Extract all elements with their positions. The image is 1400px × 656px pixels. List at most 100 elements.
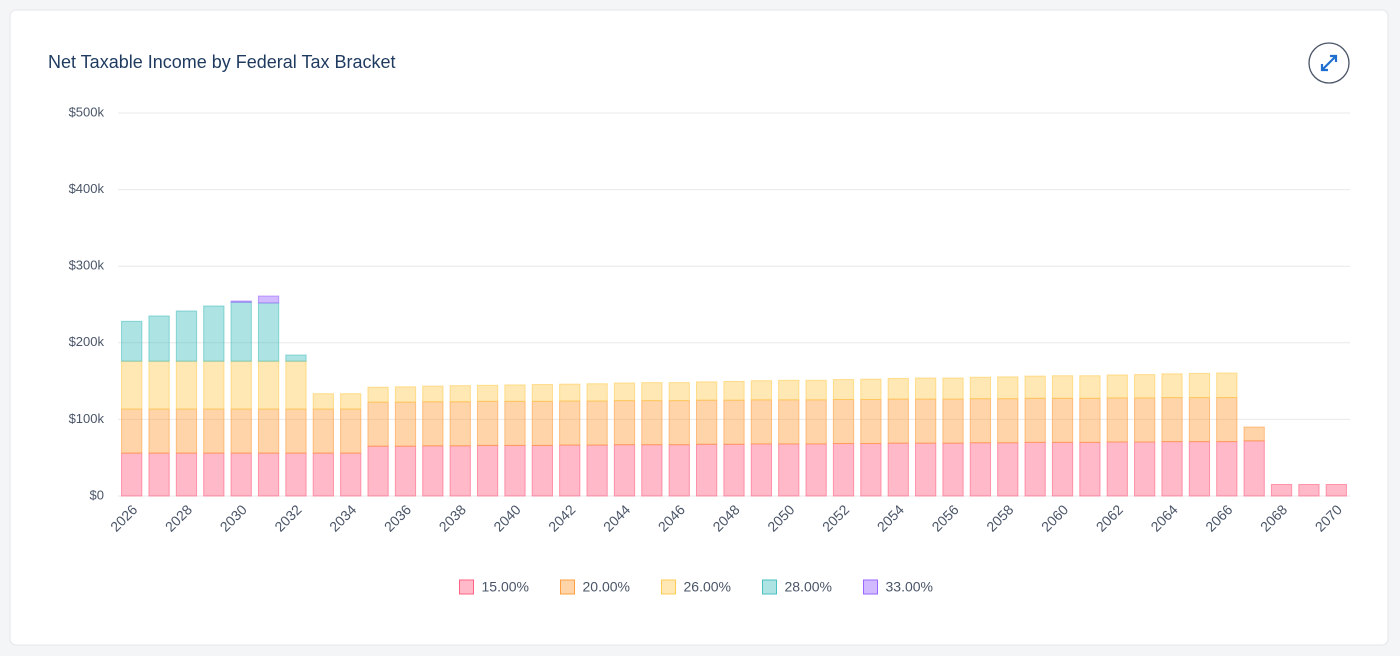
bar-segment	[668, 400, 690, 446]
bar-segment	[285, 354, 307, 362]
bar-segment	[668, 444, 690, 497]
legend-label: 28.00%	[785, 579, 832, 595]
bar-segment	[121, 452, 143, 497]
bar-segment	[805, 379, 827, 401]
bar-segment	[942, 398, 964, 444]
bar-segment	[1024, 397, 1046, 443]
bar-segment	[1243, 440, 1265, 497]
bar-segment	[367, 401, 389, 447]
y-tick-label: $200k	[69, 334, 105, 349]
bar-segment	[1106, 397, 1128, 443]
bar-segment	[559, 400, 581, 446]
bar-segment	[367, 386, 389, 403]
bar-segment	[832, 443, 855, 497]
legend-swatch	[762, 579, 777, 595]
bar-segment	[723, 380, 745, 401]
bar-segment	[257, 452, 280, 497]
bar-segment	[367, 445, 389, 497]
card	[9, 9, 1389, 646]
bar-segment	[312, 452, 334, 497]
bar-segment	[942, 377, 964, 400]
bar-segment	[613, 444, 636, 497]
bar-segment	[1051, 441, 1074, 497]
bar-segment	[832, 398, 855, 445]
bar-segment	[449, 401, 471, 447]
y-tick-label: $300k	[69, 258, 105, 273]
bar-segment	[887, 398, 909, 444]
bar-segment	[778, 379, 800, 401]
bar-segment	[586, 400, 608, 446]
bar-segment	[1106, 374, 1128, 399]
bar-segment	[750, 380, 773, 401]
bar-segment	[449, 445, 471, 497]
bar-segment	[969, 442, 992, 497]
bar-segment	[723, 443, 745, 497]
bar-segment	[997, 398, 1019, 444]
bar-segment	[1216, 441, 1238, 497]
bar-segment	[531, 384, 553, 402]
bar-segment	[668, 382, 690, 402]
expand-button[interactable]	[1308, 42, 1350, 84]
bar-segment	[257, 408, 280, 454]
bar-segment	[969, 376, 992, 400]
bar-segment	[203, 305, 225, 362]
bar-segment	[531, 444, 553, 497]
bar-segment	[203, 408, 225, 454]
bar-segment	[1106, 441, 1128, 497]
bar-segment	[1216, 397, 1238, 443]
y-tick-label: $0	[90, 487, 104, 502]
bar-segment	[613, 382, 636, 402]
bar-segment	[695, 381, 718, 401]
bar-segment	[504, 384, 526, 402]
bar-segment	[148, 408, 170, 454]
bar-segment	[613, 400, 636, 446]
bar-segment	[860, 398, 882, 445]
bar-segment	[1134, 441, 1156, 497]
bar-segment	[1188, 372, 1211, 399]
y-tick-label: $400k	[69, 181, 105, 196]
legend-swatch	[459, 579, 474, 595]
bar-segment	[1051, 375, 1074, 399]
bar-segment	[641, 444, 663, 497]
bar-segment	[1298, 484, 1320, 497]
bar-segment	[230, 300, 252, 303]
bar-segment	[997, 442, 1019, 497]
bar-segment	[312, 408, 334, 454]
bar-segment	[121, 360, 143, 410]
bar-segment	[586, 383, 608, 402]
bar-segment	[285, 408, 307, 454]
bar-segment	[285, 452, 307, 497]
bar-segment	[175, 452, 198, 497]
bar-segment	[1079, 441, 1101, 497]
bar-segment	[230, 408, 252, 454]
bar-segment	[997, 376, 1019, 400]
bar-segment	[778, 443, 800, 497]
bar-segment	[641, 400, 663, 446]
bar-segment	[175, 360, 198, 410]
bar-segment	[887, 442, 909, 497]
bar-segment	[559, 383, 581, 402]
bar-segment	[230, 452, 252, 497]
bar-segment	[230, 301, 252, 362]
legend-label: 26.00%	[684, 579, 731, 595]
bar-segment	[1243, 426, 1265, 442]
legend-label: 33.00%	[886, 579, 933, 595]
bar-segment	[148, 315, 170, 362]
bar-segment	[257, 360, 280, 410]
bar-segment	[1161, 397, 1183, 443]
bar-segment	[915, 398, 937, 444]
legend-label: 15.00%	[482, 579, 529, 595]
bar-segment	[449, 385, 471, 403]
bar-segment	[148, 360, 170, 410]
bar-segment	[887, 377, 909, 400]
bar-segment	[531, 400, 553, 446]
bar-segment	[121, 320, 143, 362]
bar-segment	[175, 310, 198, 362]
bar-segment	[312, 393, 334, 410]
bar-segment	[1079, 397, 1101, 443]
bar-segment	[805, 443, 827, 497]
bar-segment	[257, 295, 280, 304]
bar-segment	[860, 378, 882, 400]
bar-segment	[1134, 374, 1156, 399]
